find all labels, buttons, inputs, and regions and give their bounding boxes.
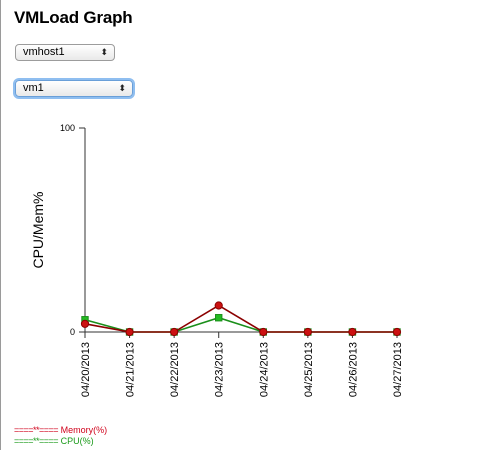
- select-arrows-icon: ⬍: [118, 81, 126, 96]
- data-point-memory: [260, 328, 267, 335]
- y-tick-label: 0: [70, 327, 75, 337]
- x-tick-label: 04/20/2013: [80, 342, 92, 397]
- data-point-memory: [81, 320, 88, 327]
- x-tick-label: 04/24/2013: [258, 342, 270, 397]
- vm-select[interactable]: vm1 ⬍: [15, 80, 133, 97]
- y-tick-label: 100: [60, 123, 75, 133]
- data-point-memory: [126, 328, 133, 335]
- vmload-line-chart: 0 100 CPU/Mem% 04/20/2013 04/21/2013 04/22/20…: [0, 115, 440, 420]
- series-line-memory: [85, 305, 397, 332]
- x-tick-label: 04/27/2013: [392, 342, 404, 397]
- legend-item-cpu: ====**==== CPU(%): [14, 436, 94, 447]
- data-point-memory: [349, 328, 356, 335]
- legend-label-cpu: CPU(%): [61, 436, 94, 446]
- data-point-memory: [304, 328, 311, 335]
- x-tick-label: 04/25/2013: [303, 342, 315, 397]
- data-point-cpu: [216, 315, 222, 321]
- host-select-value: vmhost1: [23, 46, 65, 58]
- y-axis-label: CPU/Mem%: [30, 191, 46, 268]
- data-point-memory: [393, 328, 400, 335]
- page-title: VMLoad Graph: [14, 8, 133, 28]
- legend-label-memory: Memory(%): [61, 425, 108, 435]
- data-point-memory: [171, 328, 178, 335]
- legend-marker-cpu: ====**====: [14, 436, 58, 446]
- host-select[interactable]: vmhost1 ⬍: [15, 44, 115, 61]
- x-tick-label: 04/26/2013: [347, 342, 359, 397]
- legend-item-memory: ====**==== Memory(%): [14, 425, 107, 436]
- data-point-memory: [215, 302, 222, 309]
- x-tick-label: 04/23/2013: [214, 342, 226, 397]
- vm-select-value: vm1: [23, 82, 44, 94]
- legend-marker-memory: ====**====: [14, 425, 58, 435]
- x-tick-label: 04/22/2013: [169, 342, 181, 397]
- select-arrows-icon: ⬍: [100, 45, 108, 60]
- x-tick-label: 04/21/2013: [125, 342, 137, 397]
